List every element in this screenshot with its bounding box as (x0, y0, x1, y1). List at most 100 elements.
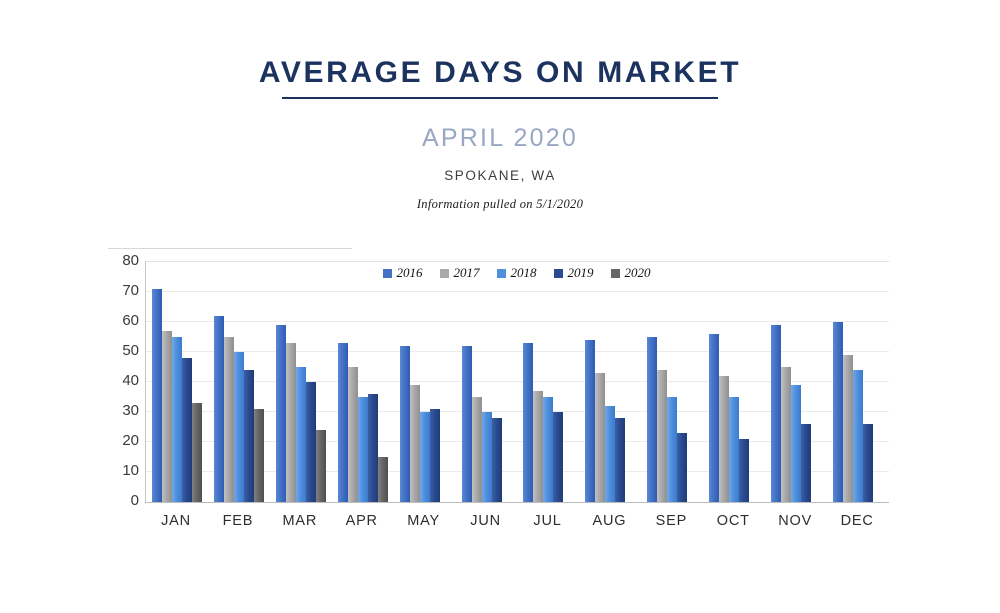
y-tick-10: 10 (122, 462, 139, 479)
x-label-jan: JAN (161, 513, 191, 529)
bar-2016-jan (151, 289, 162, 502)
bar-group-jan (146, 262, 208, 502)
legend-label-2018: 2018 (510, 265, 537, 280)
gridline-20 (146, 441, 889, 442)
legend-swatch-icon-2020 (610, 268, 620, 278)
y-tick-70: 70 (122, 282, 139, 299)
bar-group-sep (641, 262, 703, 502)
chart-image-top-edge (108, 248, 352, 249)
gridline-10 (146, 471, 889, 472)
bar-2017-sep (657, 370, 668, 502)
bar-2018-may (419, 412, 430, 502)
bar-2018-feb (233, 352, 244, 502)
bar-2019-jan (181, 358, 192, 502)
report-month-subtitle: APRIL 2020 (422, 124, 578, 152)
bar-2020-apr (377, 457, 388, 502)
bar-2018-jul (543, 397, 554, 502)
bar-group-mar (270, 262, 332, 502)
bar-2017-jul (533, 391, 544, 502)
legend-item-2018: 2018 (496, 265, 537, 281)
bar-2016-feb (213, 316, 224, 502)
y-tick-20: 20 (122, 432, 139, 449)
legend-label-2019: 2019 (567, 265, 594, 280)
x-label-may: MAY (407, 513, 441, 529)
bar-2016-nov (771, 325, 782, 502)
gridline-70 (146, 291, 889, 292)
bar-2016-may (399, 346, 410, 502)
bar-2019-aug (615, 418, 626, 502)
bar-2017-dec (843, 355, 854, 502)
plot-area (145, 261, 889, 503)
bar-2017-jun (471, 397, 482, 502)
bar-group-jul (518, 262, 580, 502)
bar-2019-jun (491, 418, 502, 502)
bar-2019-jul (553, 412, 564, 502)
x-label-nov: NOV (778, 513, 813, 529)
x-label-jun: JUN (470, 513, 501, 529)
bar-group-jun (456, 262, 518, 502)
x-label-oct: OCT (716, 513, 750, 529)
bar-2018-mar (295, 367, 306, 502)
bar-2018-oct (729, 397, 740, 502)
y-tick-40: 40 (122, 372, 139, 389)
legend-swatch-icon-2018 (496, 268, 506, 278)
bar-2017-oct (719, 376, 730, 502)
legend-swatch-icon-2017 (439, 268, 449, 278)
report-location: SPOKANE, WA (444, 168, 556, 183)
bar-2018-apr (357, 397, 368, 502)
bar-2019-mar (305, 382, 316, 502)
bar-group-apr (332, 262, 394, 502)
data-pulled-note: Information pulled on 5/1/2020 (416, 197, 584, 211)
bar-2020-feb (253, 409, 264, 502)
x-label-aug: AUG (592, 513, 627, 529)
gridline-30 (146, 411, 889, 412)
legend-label-2017: 2017 (453, 265, 480, 280)
gridline-40 (146, 381, 889, 382)
legend-swatch-icon-2019 (553, 268, 563, 278)
bar-2017-aug (595, 373, 606, 502)
bar-2017-mar (285, 343, 296, 502)
title-underline (282, 97, 718, 99)
bar-group-may (394, 262, 456, 502)
bar-2018-jun (481, 412, 492, 502)
bar-groups (146, 262, 889, 502)
y-tick-30: 30 (122, 402, 139, 419)
bar-2019-nov (801, 424, 812, 502)
bar-2018-sep (667, 397, 678, 502)
y-tick-0: 0 (130, 492, 139, 509)
bar-2019-feb (243, 370, 254, 502)
page-title: AVERAGE DAYS ON MARKET (258, 56, 742, 89)
days-on-market-bar-chart: 0 10 20 30 40 50 60 70 80 2016 2017 2018 2019 2020 J… (108, 246, 892, 546)
x-label-jul: JUL (533, 513, 562, 529)
bar-group-oct (703, 262, 765, 502)
legend-label-2020: 2020 (624, 265, 651, 280)
gridline-50 (146, 351, 889, 352)
gridline-60 (146, 321, 889, 322)
bar-group-nov (765, 262, 827, 502)
x-label-sep: SEP (655, 513, 688, 529)
bar-2017-nov (781, 367, 792, 502)
y-tick-60: 60 (122, 312, 139, 329)
chart-legend: 2016 2017 2018 2019 2020 (145, 265, 888, 281)
bar-2017-may (409, 385, 420, 502)
legend-item-2019: 2019 (553, 265, 594, 281)
x-label-mar: MAR (282, 513, 318, 529)
bar-2016-jun (461, 346, 472, 502)
bar-2018-dec (853, 370, 864, 502)
y-tick-50: 50 (122, 342, 139, 359)
bar-2018-aug (605, 406, 616, 502)
bar-2017-jan (161, 331, 172, 502)
x-axis-month-labels: JAN FEB MAR APR MAY JUN JUL AUG SEP OCT NOV DEC (145, 513, 888, 529)
bar-2019-oct (739, 439, 750, 502)
bar-group-aug (579, 262, 641, 502)
bar-2016-oct (709, 334, 720, 502)
bar-2019-sep (677, 433, 688, 502)
x-label-feb: FEB (222, 513, 254, 529)
bar-2019-dec (863, 424, 874, 502)
bar-2019-apr (367, 394, 378, 502)
y-tick-80: 80 (122, 252, 139, 269)
x-label-apr: APR (345, 513, 378, 529)
legend-label-2016: 2016 (396, 265, 423, 280)
legend-item-2020: 2020 (610, 265, 651, 281)
